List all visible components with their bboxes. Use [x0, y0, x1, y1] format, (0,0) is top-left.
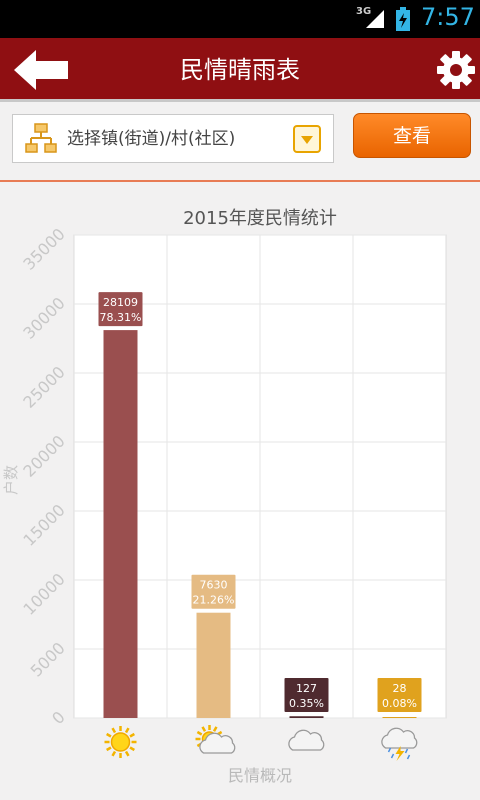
back-arrow-icon[interactable] — [12, 48, 70, 92]
raindrop — [408, 755, 410, 759]
selector-text: 选择镇(街道)/村(社区) — [67, 115, 235, 164]
data-label-value: 28 — [393, 682, 407, 695]
cloudy-icon — [289, 730, 324, 750]
bar — [104, 330, 138, 718]
data-label-value: 127 — [296, 682, 317, 695]
region-selector[interactable]: 选择镇(街道)/村(社区) — [12, 114, 334, 163]
y-tick-label: 10000 — [19, 569, 68, 618]
app-header: 民情晴雨表 — [0, 38, 480, 102]
raindrop — [406, 749, 408, 753]
y-tick-label: 5000 — [27, 638, 69, 680]
sun-icon — [105, 726, 137, 758]
data-label-value: 7630 — [200, 579, 228, 592]
x-axis-title: 民情概况 — [74, 762, 446, 786]
battery-charging-icon — [396, 7, 410, 31]
view-button[interactable]: 查看 — [353, 113, 471, 158]
y-axis-title: 户数 — [2, 465, 20, 495]
gear-icon[interactable] — [436, 50, 476, 90]
chart-area: 0 5000 10000 15000 20000 25000 30000 35000 户数 281… — [0, 190, 480, 800]
bar — [290, 716, 324, 718]
bar — [197, 613, 231, 718]
page-title: 民情晴雨表 — [0, 38, 480, 102]
data-label-percent: 0.35% — [289, 697, 324, 710]
clock: 7:57 — [421, 3, 475, 31]
data-label-percent: 78.31% — [100, 311, 142, 324]
bar-chart: 05000100001500020000250003000035000户数281… — [0, 190, 480, 800]
chart-title: 2015年度民情统计 — [74, 204, 446, 230]
y-tick-label: 0 — [48, 707, 69, 728]
hierarchy-icon — [25, 123, 57, 155]
status-bar: 3G 7:57 — [0, 0, 480, 38]
y-tick-label: 20000 — [19, 431, 68, 480]
bar — [383, 717, 417, 718]
y-tick-label: 15000 — [19, 500, 68, 549]
divider — [0, 180, 480, 182]
thunderstorm-icon — [382, 728, 417, 748]
data-label-value: 28109 — [103, 296, 138, 309]
data-label-percent: 0.08% — [382, 697, 417, 710]
y-tick-label: 35000 — [19, 224, 68, 273]
signal-icon — [364, 6, 386, 30]
raindrop — [392, 754, 394, 758]
data-label-percent: 21.26% — [193, 594, 235, 607]
dropdown-arrow-icon[interactable] — [293, 125, 321, 153]
y-tick-label: 30000 — [19, 293, 68, 342]
y-tick-label: 25000 — [19, 362, 68, 411]
